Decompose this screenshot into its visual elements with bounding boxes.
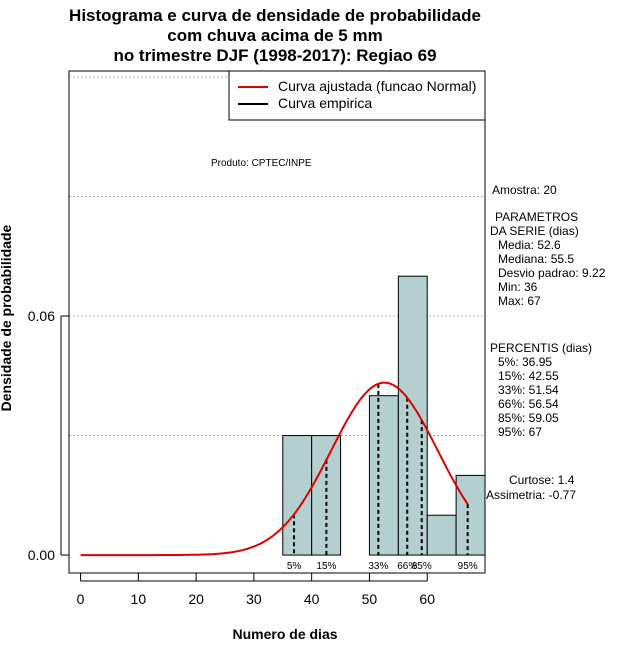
legend: Curva ajustada (funcao Normal) Curva emp…: [228, 70, 486, 121]
x-tick-label: 20: [188, 591, 204, 607]
normal-curve-group: [80, 381, 469, 557]
percentil-block: PERCENTIS (dias) 5%: 36.95 15%: 42.55 33…: [490, 341, 592, 439]
histogram-bar: [455, 474, 485, 556]
y-tick-label: 0.06: [28, 308, 55, 324]
histogram-bar: [368, 395, 399, 556]
param-media: Media: 52.6: [498, 238, 561, 252]
percentile-label: 15%: [316, 561, 336, 572]
legend-empirical-label: Curva empirica: [278, 95, 372, 111]
chart-title-line-1: Histograma e curva de densidade de proba…: [69, 6, 481, 25]
x-tick-label: 0: [77, 591, 85, 607]
param-block: PARAMETROS DA SERIE (dias) Media: 52.6 M…: [490, 210, 605, 308]
histogram-bars: [282, 275, 485, 556]
x-tick-label: 30: [246, 591, 262, 607]
produto-label: Produto: CPTEC/INPE: [211, 158, 312, 169]
normal-curve: [80, 381, 469, 557]
percentil-66: 66%: 56.54: [498, 397, 559, 411]
param-min: Min: 36: [498, 280, 538, 294]
x-tick-label: 50: [362, 591, 378, 607]
percentil-5: 5%: 36.95: [498, 355, 553, 369]
percentile-lines: [293, 383, 469, 556]
assimetria: Assimetria: -0.77: [486, 488, 577, 502]
percentile-label: 5%: [287, 561, 302, 572]
y-axis-title: Densidade de probabilidade: [0, 224, 14, 412]
sample-size: Amostra: 20: [492, 183, 557, 197]
percentil-heading: PERCENTIS (dias): [490, 341, 593, 355]
legend-normal-label: Curva ajustada (funcao Normal): [278, 78, 476, 94]
x-axis: 0 10 20 30 40 50 60: [77, 573, 435, 607]
chart-title-line-2: com chuva acima de 5 mm: [167, 26, 383, 45]
percentil-85: 85%: 59.05: [498, 411, 559, 425]
percentil-33: 33%: 51.54: [498, 383, 559, 397]
chart-title-line-3: no trimestre DJF (1998-2017): Regiao 69: [113, 46, 437, 65]
param-heading-2: DA SERIE (dias): [490, 224, 579, 238]
curtose: Curtose: 1.4: [509, 473, 575, 487]
percentile-label: 33%: [368, 561, 388, 572]
percentil-15: 15%: 42.55: [498, 369, 559, 383]
percentile-label: 85%: [412, 561, 432, 572]
x-axis-title: Numero de dias: [232, 626, 338, 642]
histogram-bar: [397, 275, 428, 556]
x-tick-label: 10: [131, 591, 147, 607]
param-max: Max: 67: [498, 294, 541, 308]
percentil-95: 95%: 67: [498, 425, 543, 439]
legend-box: [228, 70, 486, 121]
histogram-bar: [426, 514, 457, 556]
y-tick-label: 0.00: [28, 547, 55, 563]
percentile-label: 95%: [458, 561, 478, 572]
x-tick-label: 60: [419, 591, 435, 607]
x-tick-label: 40: [304, 591, 320, 607]
param-heading: PARAMETROS: [495, 210, 579, 224]
param-mediana: Mediana: 55.5: [498, 252, 575, 266]
percentile-label: 66%: [397, 561, 417, 572]
y-axis: 0.00 0.06: [28, 308, 69, 563]
param-desvio: Desvio padrao: 9.22: [498, 266, 606, 280]
